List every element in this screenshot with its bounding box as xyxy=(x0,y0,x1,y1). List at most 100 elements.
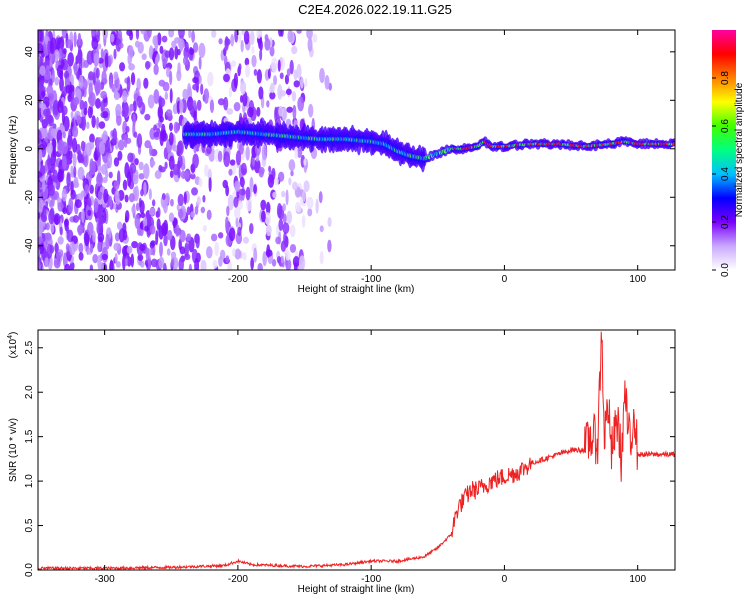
heatmap-noise-cell xyxy=(177,154,183,168)
heatmap-noise-cell xyxy=(171,40,177,49)
heatmap-noise-cell xyxy=(228,86,233,98)
heatmap-noise-cell xyxy=(38,260,41,270)
heatmap-noise-cell xyxy=(301,214,306,228)
heatmap-noise-cell xyxy=(70,111,74,119)
heatmap-noise-cell xyxy=(233,101,241,112)
heatmap-noise-cell xyxy=(262,251,267,267)
heatmap-noise-cell xyxy=(164,161,168,169)
heatmap-noise-cell xyxy=(170,251,177,259)
heatmap-noise-cell xyxy=(115,37,122,52)
heatmap-noise-cell xyxy=(89,184,94,194)
heatmap-noise-cell xyxy=(73,96,80,106)
heatmap-noise-cell xyxy=(209,99,215,114)
heatmap-noise-cell xyxy=(97,190,103,200)
heatmap-noise-cell xyxy=(282,213,287,224)
heatmap-noise-cell xyxy=(87,96,92,104)
heatmap-noise-cell xyxy=(149,145,153,157)
heatmap-noise-cell xyxy=(285,251,291,261)
snr-series-line xyxy=(38,331,675,570)
heatmap-noise-cell xyxy=(97,241,102,253)
heatmap-noise-cell xyxy=(70,165,74,175)
heatmap-noise-cell xyxy=(228,227,236,242)
heatmap-noise-cell xyxy=(89,243,94,253)
heatmap-noise-cell xyxy=(52,123,57,130)
heatmap-noise-cell xyxy=(69,241,76,256)
heatmap-noise-cell xyxy=(319,225,324,233)
heatmap-noise-cell xyxy=(149,224,156,235)
heatmap-noise-cell xyxy=(38,82,43,94)
heatmap-noise-cell xyxy=(269,91,276,100)
heatmap-noise-cell xyxy=(84,231,90,247)
heatmap-noise-cell xyxy=(190,173,196,180)
heatmap-noise-cell xyxy=(50,224,55,234)
heatmap-noise-cell xyxy=(153,131,160,138)
heatmap-noise-cell xyxy=(88,71,95,81)
heatmap-noise-cell xyxy=(281,190,286,198)
heatmap-noise-cell xyxy=(278,218,284,231)
heatmap-noise-cell xyxy=(144,113,151,121)
y-tick-label: 0.5 xyxy=(24,518,35,532)
heatmap-noise-cell xyxy=(132,100,137,113)
heatmap-noise-cell xyxy=(264,34,269,41)
heatmap-noise-cell xyxy=(95,98,101,109)
heatmap-noise-cell xyxy=(113,180,120,190)
heatmap-noise-cell xyxy=(169,70,173,86)
heatmap-noise-cell xyxy=(62,131,66,139)
heatmap-noise-cell xyxy=(327,239,332,253)
heatmap-noise-cell xyxy=(192,42,199,53)
heatmap-noise-cell xyxy=(288,177,292,186)
heatmap-noise-cell xyxy=(202,225,208,232)
heatmap-noise-cell xyxy=(136,77,141,91)
heatmap-noise-cell xyxy=(279,72,284,80)
heatmap-noise-cell xyxy=(284,74,290,85)
heatmap-noise-cell xyxy=(164,50,171,59)
heatmap-noise-cell xyxy=(276,203,283,219)
heatmap-noise-cell xyxy=(234,184,241,192)
heatmap-noise-cell xyxy=(57,201,64,212)
heatmap-noise-cell xyxy=(101,253,108,261)
heatmap-noise-cell xyxy=(187,83,192,96)
heatmap-noise-cell xyxy=(54,242,59,253)
heatmap-noise-cell xyxy=(115,261,121,268)
heatmap-noise-cell xyxy=(38,181,44,188)
heatmap-noise-cell xyxy=(119,62,126,72)
heatmap-noise-cell xyxy=(198,74,202,84)
heatmap-noise-cell xyxy=(297,96,305,112)
heatmap-noise-cell xyxy=(49,207,55,221)
heatmap-noise-cell xyxy=(72,215,80,223)
heatmap-noise-cell xyxy=(69,261,75,270)
heatmap-noise-cell xyxy=(245,146,250,161)
heatmap-noise-cell xyxy=(91,30,96,37)
y-tick-label: 0.0 xyxy=(24,563,35,577)
y-tick-label: 1.5 xyxy=(24,429,35,443)
heatmap-noise-cell xyxy=(240,80,247,95)
heatmap-noise-cell xyxy=(139,244,146,252)
heatmap-noise-cell xyxy=(153,63,159,76)
snr-plot: -300 -200 -100 0 100 0.0 0.5 1.0 1.5 2.0 2.5 Heig… xyxy=(7,329,676,595)
heatmap-noise-cell xyxy=(174,45,179,60)
heatmap-noise-cell xyxy=(238,143,244,155)
heatmap-noise-cell xyxy=(218,38,223,45)
heatmap-noise-cell xyxy=(129,103,134,112)
heatmap-noise-cell xyxy=(258,166,265,175)
heatmap-noise-cell xyxy=(114,253,118,264)
heatmap-noise-cell xyxy=(59,76,64,92)
heatmap-noise-cell xyxy=(159,130,164,147)
heatmap-noise-cell xyxy=(104,52,109,68)
x-tick-label: -200 xyxy=(228,274,248,285)
heatmap-noise-cell xyxy=(129,162,137,175)
heatmap-noise-cell xyxy=(291,45,298,55)
heatmap-noise-cell xyxy=(96,30,101,39)
heatmap-noise-cell xyxy=(149,207,156,217)
heatmap-noise-cell xyxy=(148,45,154,60)
heatmap-noise-cell xyxy=(76,50,83,65)
heatmap-noise-cell xyxy=(245,64,251,78)
heatmap-noise-cell xyxy=(117,30,123,40)
y-tick-label: 40 xyxy=(24,46,35,58)
heatmap-noise-cell xyxy=(102,110,109,119)
heatmap-noise-cell xyxy=(153,124,157,131)
heatmap-noise-cell xyxy=(41,180,46,193)
heatmap-noise-cell xyxy=(179,229,186,243)
heatmap-noise-cell xyxy=(270,82,275,94)
heatmap-noise-cell xyxy=(256,106,261,117)
